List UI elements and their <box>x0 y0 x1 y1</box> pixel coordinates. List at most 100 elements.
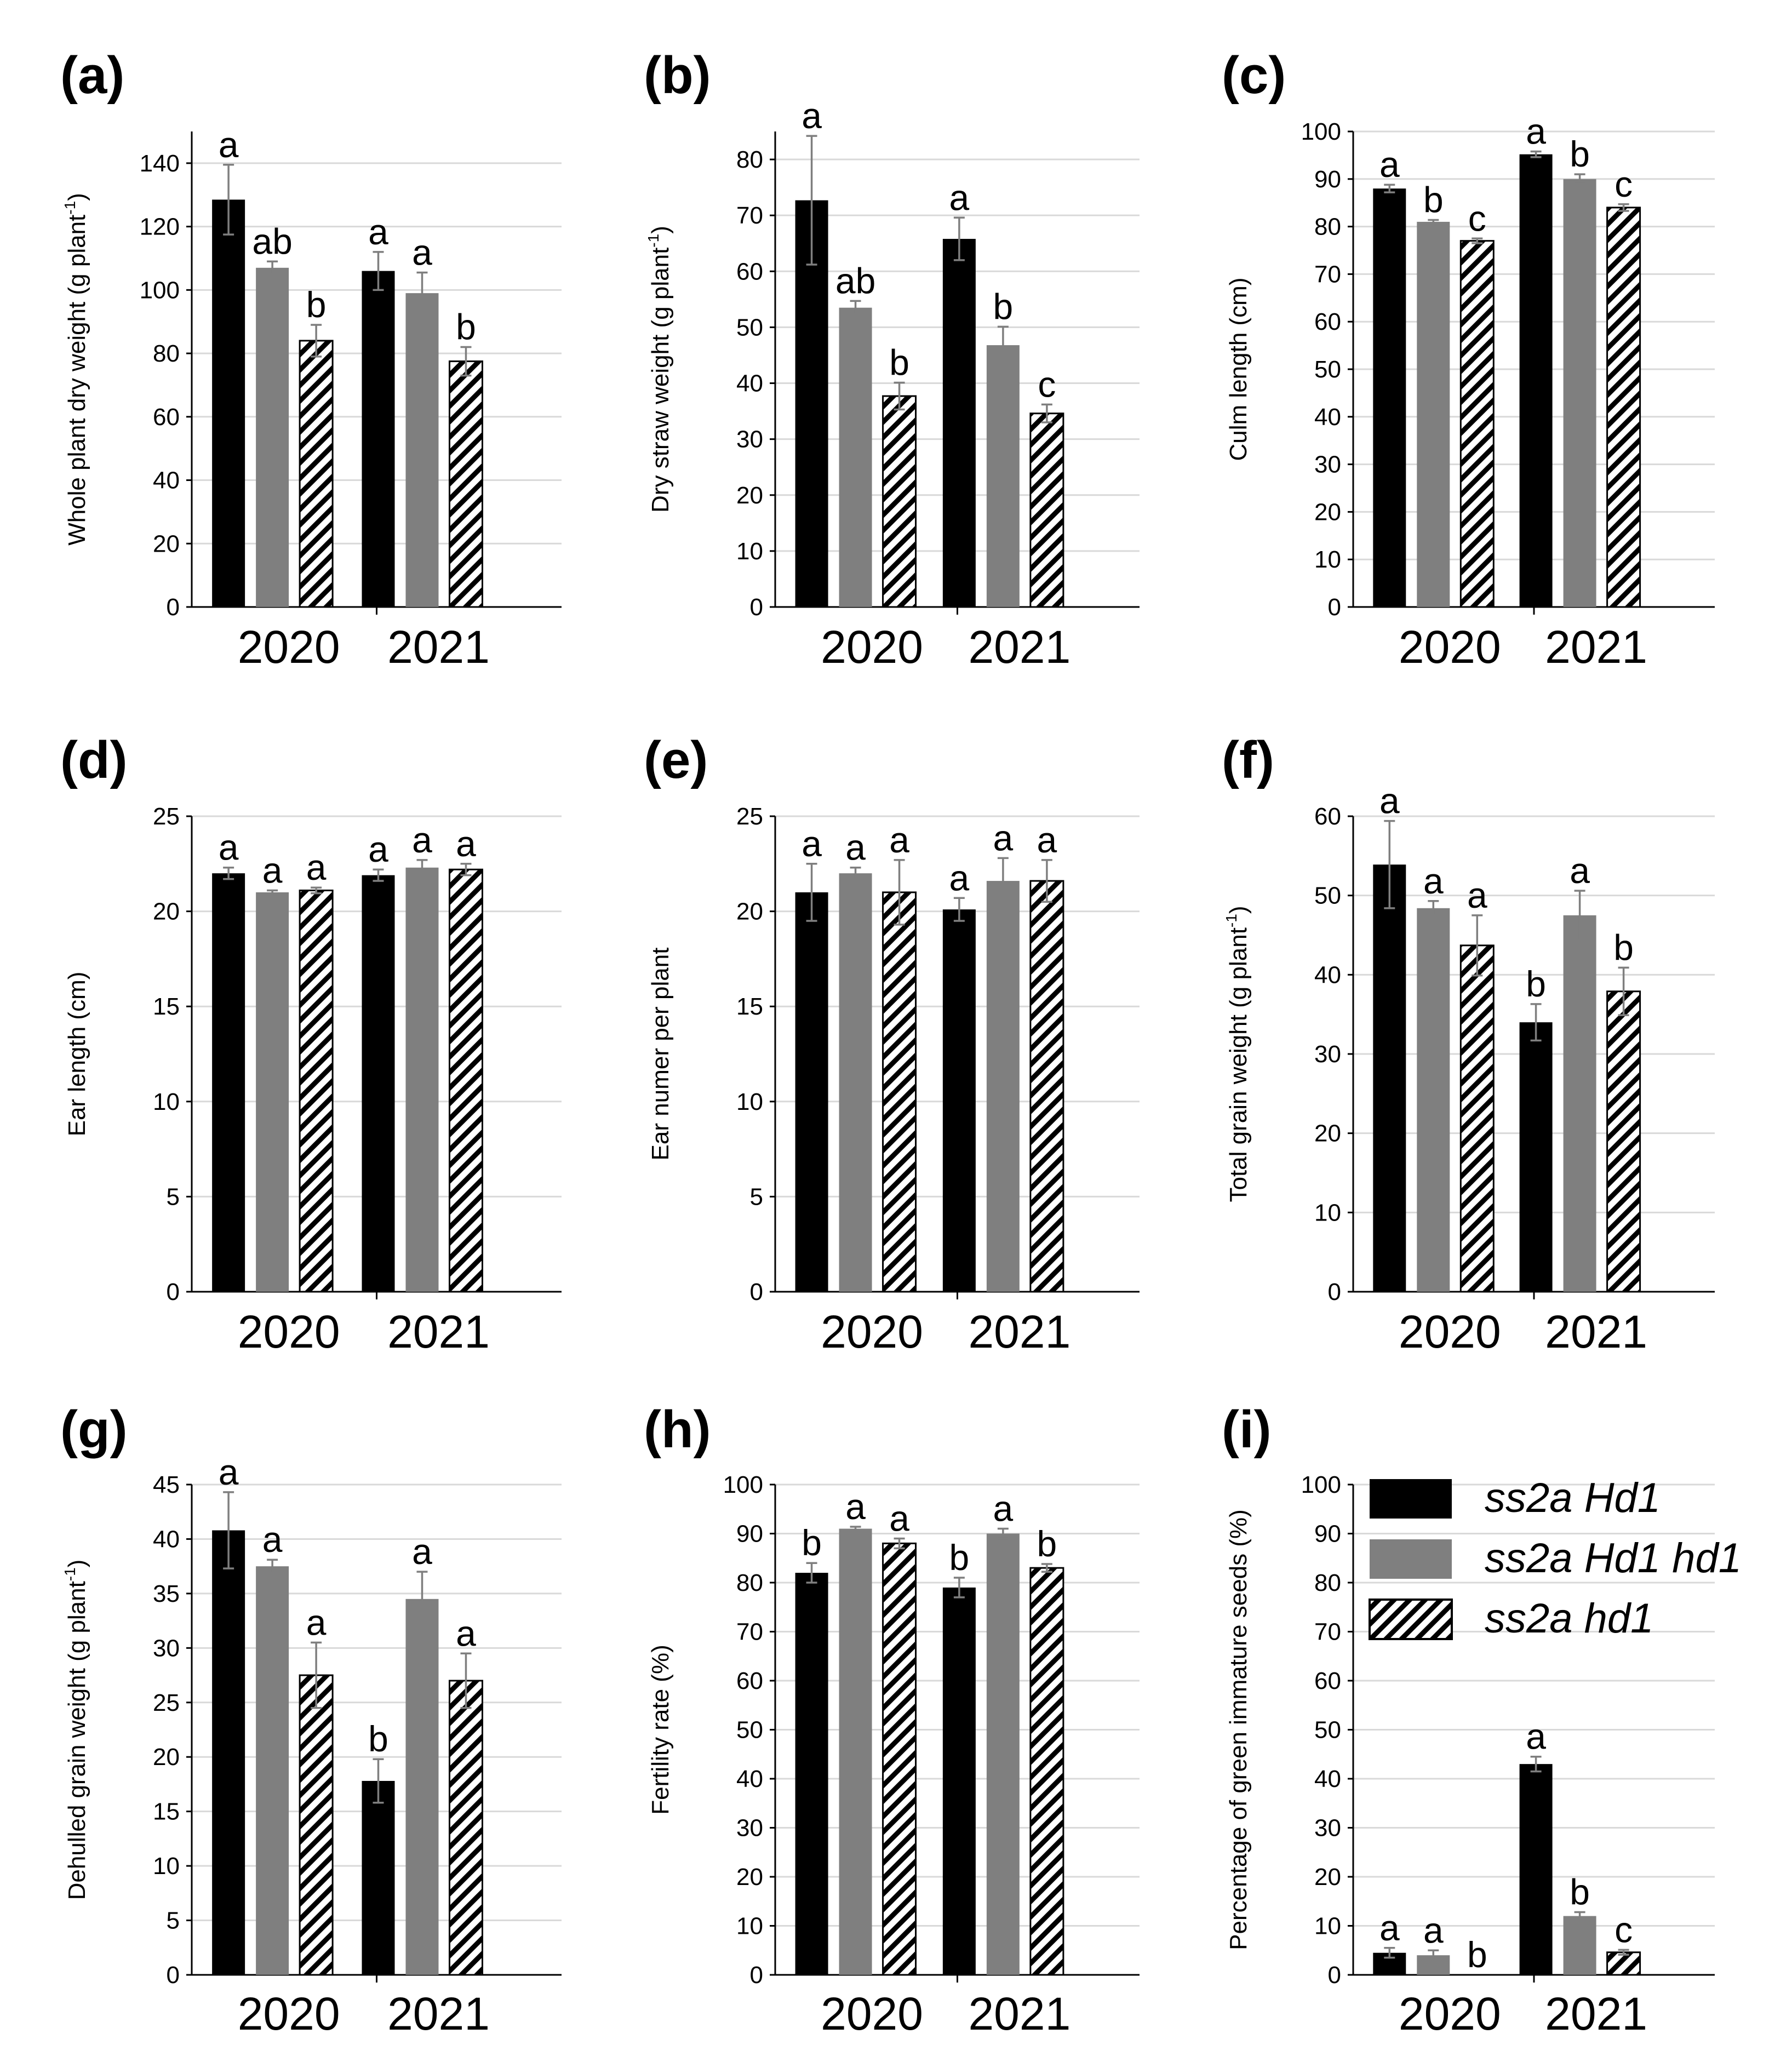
bar <box>839 873 872 1292</box>
significance-letter: a <box>1379 781 1400 821</box>
significance-letter: a <box>262 850 283 890</box>
y-tick-label: 30 <box>1314 1815 1341 1842</box>
significance-letter: a <box>801 823 822 864</box>
panel-h: (h) 0 10 20 30 40 50 60 70 80 90 100 Fertility rate … <box>644 1400 1140 2039</box>
significance-letter: a <box>949 857 970 898</box>
y-axis-label: Percentage of green immature seeds (%) <box>1225 1509 1252 1950</box>
y-tick-label: 100 <box>1301 118 1341 145</box>
bar <box>1519 154 1553 607</box>
bar <box>986 881 1020 1292</box>
y-axis-label: Fertility rate (%) <box>647 1645 674 1814</box>
significance-letter: b <box>1613 927 1634 967</box>
y-tick-label: 15 <box>153 1798 180 1825</box>
y-tick-label: 10 <box>736 1913 763 1940</box>
y-tick-label: 90 <box>1314 166 1341 193</box>
significance-letter: a <box>1570 850 1590 891</box>
panel-label: (h) <box>644 1400 711 1459</box>
significance-letter: a <box>1467 875 1487 915</box>
y-tick-label: 40 <box>736 1766 763 1792</box>
significance-letter: a <box>219 124 239 165</box>
bar <box>212 1530 245 1975</box>
legend-swatch <box>1370 1479 1452 1519</box>
y-tick-label: 80 <box>736 146 763 173</box>
y-axis-label: Ear numer per plant <box>647 948 674 1161</box>
significance-letter: a <box>412 820 432 860</box>
bar <box>839 307 872 607</box>
y-tick-label: 40 <box>153 1526 180 1552</box>
x-category-label: 2021 <box>1545 1988 1647 2039</box>
y-axis-label: Whole plant dry weight (g plant-1) <box>61 193 90 546</box>
y-tick-label: 30 <box>736 1815 763 1842</box>
y-axis-label: Dehulled grain weight (g plant-1) <box>61 1560 90 1900</box>
significance-letter: a <box>412 1531 432 1572</box>
bar <box>1029 1567 1064 1976</box>
significance-letter: a <box>219 827 239 868</box>
significance-letter: a <box>456 823 476 864</box>
y-tick-label: 80 <box>1314 214 1341 240</box>
significance-letter: a <box>889 1498 909 1538</box>
y-tick-label: 40 <box>1314 961 1341 988</box>
bar <box>1029 413 1064 608</box>
bar <box>986 1533 1020 1975</box>
y-tick-label: 50 <box>1314 883 1341 909</box>
y-tick-label: 40 <box>736 370 763 397</box>
bar <box>1519 1764 1553 1975</box>
y-tick-label: 80 <box>1314 1569 1341 1596</box>
bar <box>212 199 245 607</box>
y-tick-label: 20 <box>153 1744 180 1771</box>
x-category-label: 2021 <box>387 1306 490 1357</box>
y-tick-label: 70 <box>736 1619 763 1646</box>
panel-label: (g) <box>60 1400 128 1459</box>
bar <box>1029 880 1064 1293</box>
y-tick-label: 20 <box>736 1864 763 1890</box>
bar <box>1519 1022 1553 1292</box>
y-tick-label: 0 <box>1328 1962 1341 1989</box>
significance-letter: a <box>412 232 432 273</box>
panel-a: (a) 0 20 40 60 80 100 120 140 Whole plant dry wei… <box>60 46 562 673</box>
legend-label: ss2a Hd1 <box>1485 1475 1661 1521</box>
significance-letter: a <box>993 817 1014 858</box>
bar <box>795 200 828 607</box>
bar <box>1459 240 1495 608</box>
significance-letter: b <box>1467 1934 1487 1975</box>
y-tick-label: 0 <box>167 1962 180 1989</box>
y-tick-label: 70 <box>1314 1619 1341 1646</box>
y-tick-label: 0 <box>167 1279 180 1305</box>
significance-letter: a <box>456 1613 476 1653</box>
y-tick-label: 140 <box>140 150 180 177</box>
panel-b: (b) 0 10 20 30 40 50 60 70 80 Dry straw weight (g … <box>644 46 1140 673</box>
y-tick-label: 45 <box>153 1471 180 1498</box>
bar <box>882 1542 917 1976</box>
y-tick-label: 5 <box>167 1183 180 1210</box>
y-tick-label: 10 <box>736 538 763 565</box>
y-tick-label: 100 <box>1301 1471 1341 1498</box>
y-tick-label: 30 <box>1314 1041 1341 1068</box>
significance-letter: c <box>1468 198 1486 238</box>
significance-letter: a <box>262 1519 283 1560</box>
y-tick-label: 25 <box>736 803 763 830</box>
y-tick-label: 60 <box>736 258 763 285</box>
y-tick-label: 50 <box>1314 1717 1341 1744</box>
bar <box>1563 179 1596 607</box>
significance-letter: a <box>306 1602 327 1642</box>
y-tick-label: 10 <box>1314 546 1341 573</box>
x-category-label: 2020 <box>1399 1306 1501 1357</box>
x-category-label: 2020 <box>238 1988 340 2039</box>
y-tick-label: 0 <box>167 594 180 621</box>
x-category-label: 2021 <box>968 1306 1070 1357</box>
bar <box>1606 990 1641 1293</box>
significance-letter: b <box>1423 179 1444 220</box>
bar <box>256 892 289 1292</box>
y-tick-label: 60 <box>1314 1668 1341 1694</box>
legend-swatch <box>1370 1539 1452 1579</box>
y-tick-label: 10 <box>153 1853 180 1880</box>
bar <box>449 360 483 608</box>
significance-letter: a <box>306 847 327 887</box>
significance-letter: c <box>1038 364 1056 404</box>
bar <box>299 889 334 1293</box>
y-tick-label: 50 <box>1314 356 1341 383</box>
significance-letter: b <box>456 306 476 347</box>
bar <box>256 267 289 607</box>
y-tick-label: 60 <box>1314 803 1341 830</box>
